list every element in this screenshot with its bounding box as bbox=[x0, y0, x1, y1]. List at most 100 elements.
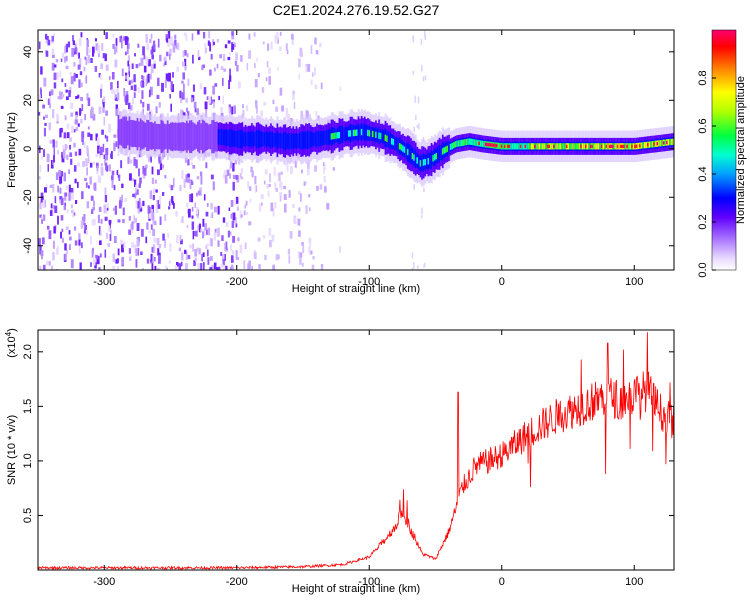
noise-speckle bbox=[79, 109, 82, 114]
noise-speckle bbox=[133, 74, 136, 83]
noise-speckle bbox=[92, 113, 96, 121]
noise-speckle bbox=[154, 179, 157, 184]
noise-speckle bbox=[42, 237, 45, 245]
noise-speckle bbox=[262, 235, 266, 239]
ridge-core bbox=[340, 126, 343, 144]
noise-speckle bbox=[204, 101, 208, 110]
noise-speckle bbox=[260, 194, 264, 200]
noise-speckle bbox=[128, 71, 130, 78]
ridge-hot bbox=[446, 145, 449, 152]
ridge-core bbox=[282, 132, 285, 150]
ridge-hot bbox=[499, 142, 502, 150]
noise-speckle bbox=[314, 37, 317, 45]
noise-speckle bbox=[236, 256, 239, 261]
noise-speckle bbox=[132, 178, 134, 182]
noise-speckle bbox=[87, 54, 91, 64]
noise-speckle bbox=[149, 38, 152, 44]
noise-speckle bbox=[105, 32, 108, 39]
ridge-hot bbox=[480, 140, 482, 147]
noise-speckle bbox=[91, 219, 94, 226]
noise-speckle bbox=[286, 162, 289, 172]
ridge-hot bbox=[398, 143, 401, 150]
noise-speckle bbox=[75, 127, 78, 131]
noise-speckle bbox=[207, 249, 209, 257]
noise-speckle bbox=[165, 265, 167, 270]
noise-speckle bbox=[170, 36, 173, 44]
noise-speckle bbox=[424, 34, 427, 40]
noise-speckle bbox=[116, 266, 120, 270]
noise-speckle bbox=[421, 64, 423, 72]
ridge-hot bbox=[332, 133, 335, 140]
noise-speckle bbox=[94, 66, 98, 72]
noise-speckle bbox=[210, 53, 213, 60]
noise-speckle bbox=[69, 236, 72, 241]
ridge-core bbox=[247, 131, 250, 147]
noise-speckle bbox=[136, 223, 140, 231]
noise-speckle bbox=[84, 56, 86, 60]
noise-speckle bbox=[70, 188, 74, 193]
noise-speckle bbox=[70, 102, 74, 109]
noise-speckle bbox=[298, 230, 301, 237]
ridge-peak bbox=[639, 144, 642, 148]
noise-speckle bbox=[264, 254, 267, 261]
noise-speckle bbox=[201, 254, 203, 262]
noise-speckle bbox=[52, 252, 55, 261]
noise-speckle bbox=[60, 197, 64, 206]
noise-speckle bbox=[229, 165, 231, 171]
noise-speckle bbox=[61, 228, 64, 232]
noise-speckle bbox=[187, 173, 190, 178]
y-tick-label: -40 bbox=[22, 238, 34, 254]
snr-multiplier: (x104) bbox=[4, 328, 18, 358]
noise-speckle bbox=[87, 97, 91, 106]
ridge-band bbox=[187, 123, 190, 151]
noise-speckle bbox=[75, 114, 78, 123]
noise-speckle bbox=[85, 75, 88, 84]
ridge-hot bbox=[356, 129, 358, 136]
noise-speckle bbox=[183, 83, 185, 93]
noise-speckle bbox=[167, 31, 171, 40]
noise-speckle bbox=[413, 262, 415, 269]
noise-speckle bbox=[95, 133, 98, 141]
noise-speckle bbox=[161, 82, 164, 92]
noise-speckle bbox=[72, 40, 75, 46]
noise-speckle bbox=[135, 184, 139, 193]
noise-speckle bbox=[60, 171, 63, 177]
noise-speckle bbox=[52, 33, 55, 37]
noise-speckle bbox=[214, 83, 218, 87]
noise-speckle bbox=[51, 48, 55, 55]
ridge-band bbox=[211, 120, 214, 154]
noise-speckle bbox=[54, 205, 58, 213]
ridge-core bbox=[292, 133, 295, 150]
noise-speckle bbox=[146, 43, 150, 51]
ridge-hot bbox=[338, 131, 341, 139]
noise-speckle bbox=[306, 168, 310, 176]
noise-speckle bbox=[43, 149, 45, 157]
noise-speckle bbox=[420, 38, 423, 45]
ridge-band bbox=[168, 123, 171, 150]
noise-speckle bbox=[213, 101, 215, 109]
noise-speckle bbox=[38, 94, 41, 102]
noise-speckle bbox=[169, 94, 171, 99]
ridge-core bbox=[287, 133, 290, 150]
noise-speckle bbox=[60, 58, 63, 62]
noise-speckle bbox=[87, 154, 90, 164]
noise-speckle bbox=[416, 124, 419, 128]
noise-speckle bbox=[222, 259, 225, 266]
noise-speckle bbox=[234, 60, 238, 66]
noise-speckle bbox=[112, 253, 116, 263]
noise-speckle bbox=[301, 262, 304, 267]
ridge-core bbox=[244, 131, 247, 147]
noise-speckle bbox=[173, 202, 175, 209]
noise-speckle bbox=[284, 203, 287, 213]
noise-speckle bbox=[98, 73, 101, 78]
snr-series-line bbox=[38, 332, 674, 570]
noise-speckle bbox=[153, 60, 156, 64]
noise-speckle bbox=[243, 210, 246, 216]
noise-speckle bbox=[298, 58, 301, 68]
noise-speckle bbox=[52, 139, 55, 148]
noise-speckle bbox=[248, 33, 251, 40]
ridge-core bbox=[255, 130, 258, 148]
noise-speckle bbox=[169, 260, 171, 264]
noise-speckle bbox=[110, 229, 112, 235]
noise-speckle bbox=[232, 212, 236, 221]
